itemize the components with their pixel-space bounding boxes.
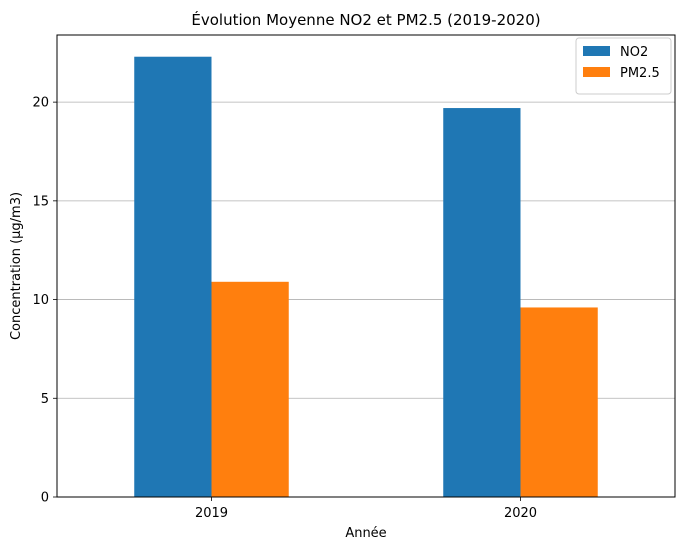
bar-no2-2020 — [443, 108, 521, 498]
y-axis-label: Concentration (µg/m3) — [9, 192, 24, 340]
x-axis-ticks: 2019 2020 — [195, 497, 537, 521]
bar-pm25-2020 — [520, 307, 598, 497]
legend-swatch-no2 — [583, 46, 610, 56]
x-tick-label: 2020 — [504, 506, 537, 521]
plot-frame — [56, 34, 676, 498]
x-axis-label: Année — [345, 526, 386, 541]
y-axis-ticks: 0 5 10 15 20 — [32, 96, 57, 506]
bar-pm25-2019 — [211, 281, 289, 497]
y-tick-label: 20 — [32, 96, 49, 111]
bar-no2-2019 — [134, 56, 212, 497]
bars — [134, 56, 598, 498]
legend-swatch-pm25 — [583, 67, 610, 77]
chart-title: Évolution Moyenne NO2 et PM2.5 (2019-202… — [191, 10, 540, 29]
legend-label-no2: NO2 — [620, 45, 648, 60]
y-tick-label: 10 — [32, 293, 49, 308]
y-tick-label: 15 — [32, 194, 49, 209]
legend: NO2 PM2.5 — [575, 37, 672, 95]
y-tick-label: 5 — [41, 392, 49, 407]
y-tick-label: 0 — [41, 491, 49, 506]
x-tick-label: 2019 — [195, 506, 228, 521]
legend-label-pm25: PM2.5 — [620, 66, 660, 81]
